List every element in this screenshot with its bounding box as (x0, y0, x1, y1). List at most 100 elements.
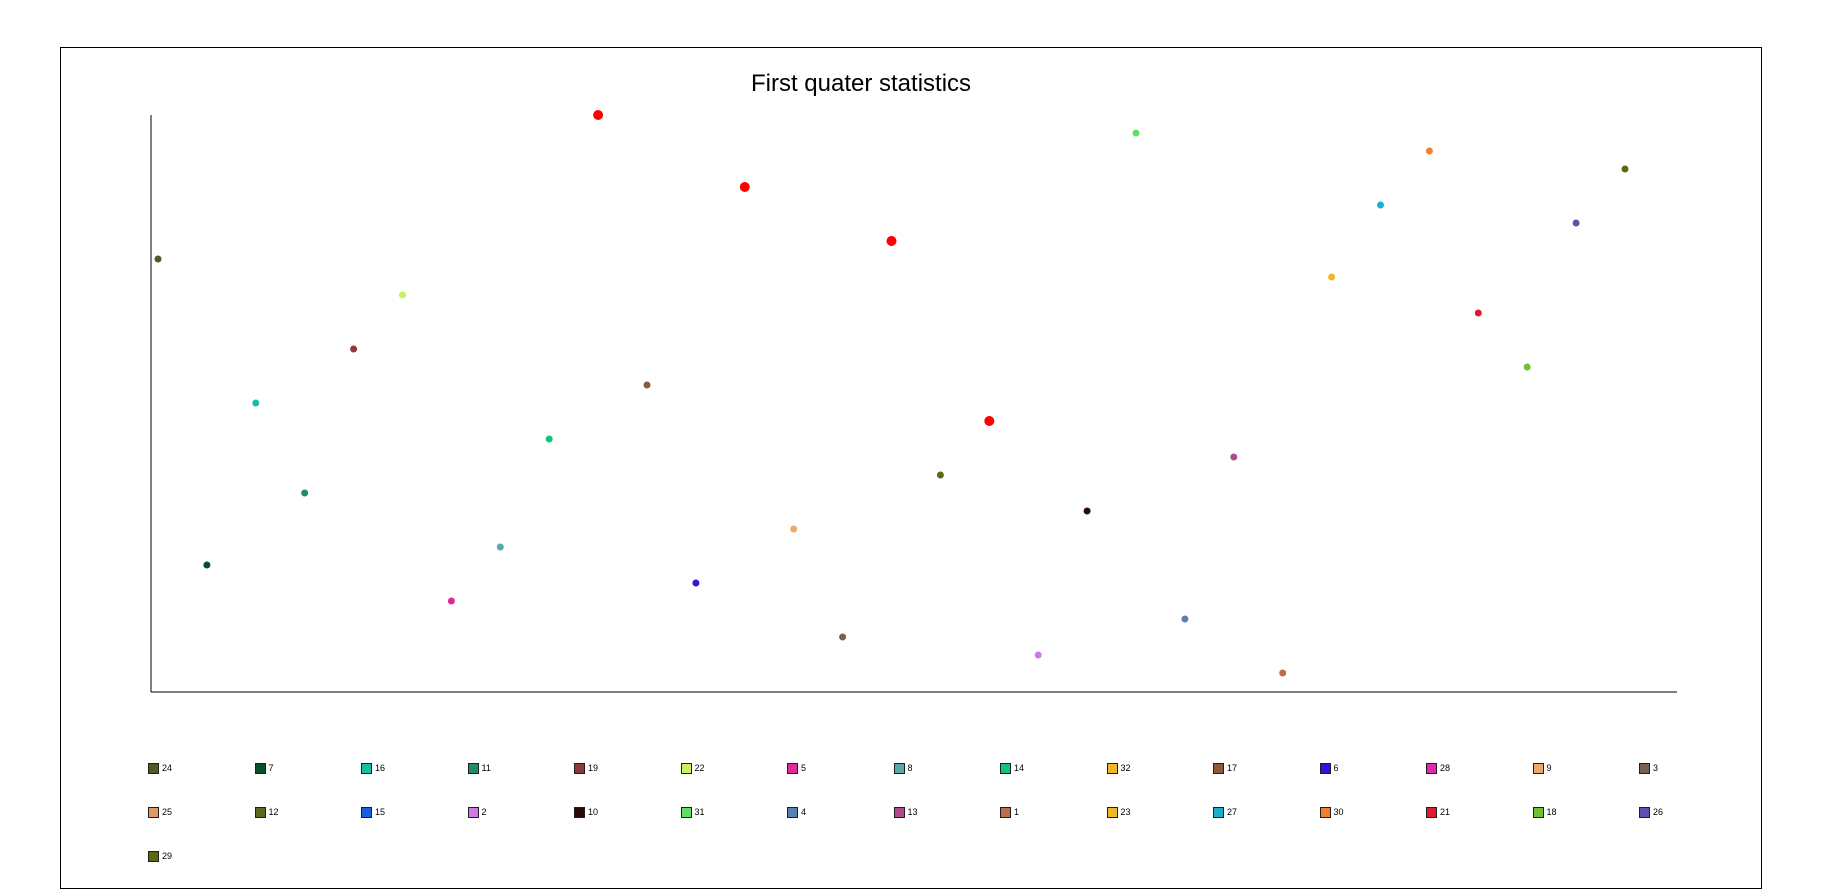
legend-label: 19 (588, 763, 599, 773)
legend-item: 5 (787, 761, 806, 775)
legend-item: 1 (1000, 805, 1019, 819)
legend-item: 15 (361, 805, 385, 819)
legend-item: 32 (1106, 761, 1131, 775)
legend-swatch (467, 806, 479, 818)
legend-item: 12 (254, 805, 279, 819)
legend-swatch (680, 806, 692, 818)
legend-label: 31 (694, 807, 705, 817)
legend-swatch (148, 762, 159, 774)
legend-swatch (148, 806, 159, 818)
legend-item: 21 (1426, 805, 1450, 819)
legend-item: 27 (1213, 805, 1237, 819)
legend-swatch (1426, 806, 1437, 818)
data-point-21 (1474, 309, 1482, 317)
data-point-5 (447, 597, 455, 605)
legend-swatch (1000, 806, 1011, 818)
legend-swatch (1426, 762, 1437, 774)
data-point-15 (984, 416, 995, 426)
legend-swatch (361, 762, 372, 774)
legend-swatch (893, 762, 905, 774)
legend-swatch (361, 806, 372, 818)
legend-item: 13 (893, 805, 918, 819)
legend-label: 1 (1014, 807, 1020, 817)
legend-item: 30 (1319, 805, 1344, 819)
data-point-3 (839, 633, 847, 641)
legend-label: 9 (1546, 763, 1552, 773)
legend-label: 32 (1120, 763, 1131, 773)
data-point-10 (1083, 507, 1091, 515)
legend-label: 13 (907, 807, 918, 817)
data-points (154, 110, 1629, 677)
legend-label: 4 (801, 807, 807, 817)
data-point-31 (1132, 129, 1140, 137)
legend-swatch (1000, 762, 1011, 774)
legend-item: 26 (1639, 805, 1663, 819)
legend-item: 10 (574, 805, 598, 819)
legend-label: 21 (1440, 807, 1451, 817)
legend-label: 2 (481, 807, 487, 817)
legend-item: 31 (680, 805, 705, 819)
legend-item: 11 (467, 761, 491, 775)
data-point-11 (301, 489, 309, 497)
data-point-9 (790, 525, 798, 533)
data-point-7 (203, 561, 211, 569)
data-point-1 (1279, 669, 1287, 677)
legend-swatch (1106, 762, 1118, 774)
legend-label: 26 (1653, 807, 1664, 817)
data-point-14 (545, 435, 553, 443)
legend-swatch (1639, 762, 1650, 774)
legend-label: 28 (1440, 763, 1451, 773)
legend-swatch (1213, 806, 1224, 818)
legend-label: 25 (162, 807, 173, 817)
legend-label: 10 (588, 807, 599, 817)
legend-item: 24 (148, 761, 172, 775)
legend-item: 8 (893, 761, 913, 775)
legend-swatch (1639, 806, 1650, 818)
data-point-32 (593, 110, 604, 120)
data-point-12 (936, 471, 944, 479)
legend-label: 12 (268, 807, 279, 817)
data-point-22 (399, 291, 406, 299)
legend-label: 15 (375, 807, 386, 817)
data-point-27 (1377, 201, 1384, 209)
legend-label: 6 (1333, 763, 1339, 773)
legend-swatch (1106, 806, 1118, 818)
legend-item: 25 (148, 805, 172, 819)
legend-label: 8 (907, 763, 913, 773)
legend-label: 16 (375, 763, 386, 773)
data-point-25 (886, 236, 897, 246)
legend-swatch (574, 806, 585, 818)
legend-swatch (1319, 762, 1331, 774)
data-point-30 (1425, 147, 1433, 155)
legend-swatch (254, 806, 266, 818)
legend-swatch (1319, 806, 1331, 818)
legend-swatch (893, 806, 905, 818)
legend-item: 6 (1319, 761, 1339, 775)
data-point-13 (1230, 453, 1238, 461)
legend-item: 17 (1213, 761, 1237, 775)
data-point-18 (1523, 363, 1531, 371)
legend-item: 9 (1532, 761, 1552, 775)
legend-item: 3 (1639, 761, 1658, 775)
legend-label: 24 (162, 763, 173, 773)
legend-swatch (787, 762, 798, 774)
data-point-16 (252, 399, 260, 407)
data-point-8 (496, 543, 504, 551)
legend-swatch (1532, 806, 1544, 818)
legend-swatch (1532, 762, 1544, 774)
data-point-2 (1034, 651, 1042, 659)
chart-frame (60, 47, 1762, 889)
data-point-17 (643, 381, 651, 389)
legend-label: 14 (1014, 763, 1025, 773)
legend-label: 27 (1227, 807, 1238, 817)
legend-item: 4 (787, 805, 806, 819)
legend-swatch (787, 806, 798, 818)
data-point-26 (1572, 219, 1580, 227)
legend-item: 7 (254, 761, 274, 775)
data-point-24 (154, 255, 162, 263)
legend-item: 28 (1426, 761, 1450, 775)
legend-label: 5 (801, 763, 807, 773)
legend-label: 7 (268, 763, 274, 773)
legend-item: 14 (1000, 761, 1024, 775)
